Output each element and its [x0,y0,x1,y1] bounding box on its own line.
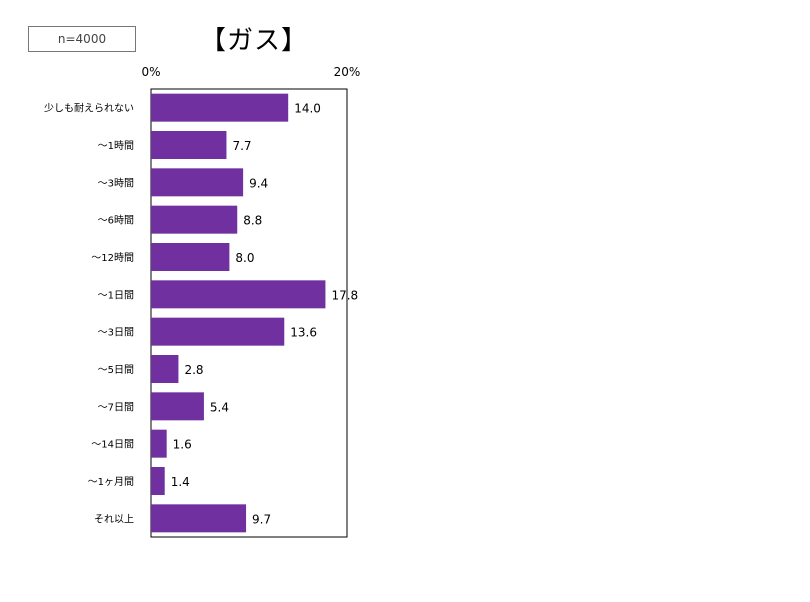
sample-size-box: n=4000 [28,26,136,52]
bar [151,205,238,234]
bars [151,93,326,533]
value-label: 2.8 [184,363,203,377]
value-labels: 14.0 7.7 9.4 8.8 8.0 17.8 13.6 2.8 5.4 1.6 1.4 9.7 [171,102,358,527]
category-label: ～5日間 [98,364,134,376]
bar [151,467,165,495]
x-tick-label: 0% [141,65,160,79]
value-label: 1.6 [173,438,192,452]
value-label: 8.8 [243,214,262,228]
category-label: ～14日間 [91,439,134,451]
bar [151,429,167,458]
value-label: 1.4 [171,475,190,489]
bar [151,243,230,271]
plot-frame [150,88,348,538]
category-label: ～7日間 [98,401,134,413]
value-label: 13.6 [290,326,317,340]
category-label: ～1日間 [98,289,134,301]
value-label: 9.7 [252,512,271,526]
category-label: 少しも耐えられない [44,102,134,115]
value-label: 14.0 [294,102,321,116]
bar [151,168,244,197]
bar [151,317,285,346]
category-label: ～1時間 [98,140,134,152]
bar [151,392,204,421]
bar [151,93,289,122]
value-label: 17.8 [331,288,358,302]
category-label: ～3時間 [98,177,134,189]
bar [151,504,247,533]
category-label: ～3日間 [98,327,134,339]
bar [151,355,179,383]
chart-title: 【ガス】 [200,26,309,56]
category-label: それ以上 [94,513,134,525]
bar [151,280,326,309]
category-labels: 少しも耐えられない ～1時間 ～3時間 ～6時間 ～12時間 ～1日間 ～3日間 ～5日間 ～7… [44,102,134,526]
category-label: ～1ヶ月間 [88,476,134,488]
category-label: ～12時間 [91,252,134,264]
bar [151,131,227,159]
category-label: ～6時間 [98,215,134,227]
value-label: 5.4 [210,400,229,414]
value-label: 8.0 [235,251,254,265]
x-tick-labels: 0% 20% [141,65,360,79]
value-label: 7.7 [232,139,251,153]
x-tick-label: 20% [334,65,361,79]
value-label: 9.4 [249,176,268,190]
